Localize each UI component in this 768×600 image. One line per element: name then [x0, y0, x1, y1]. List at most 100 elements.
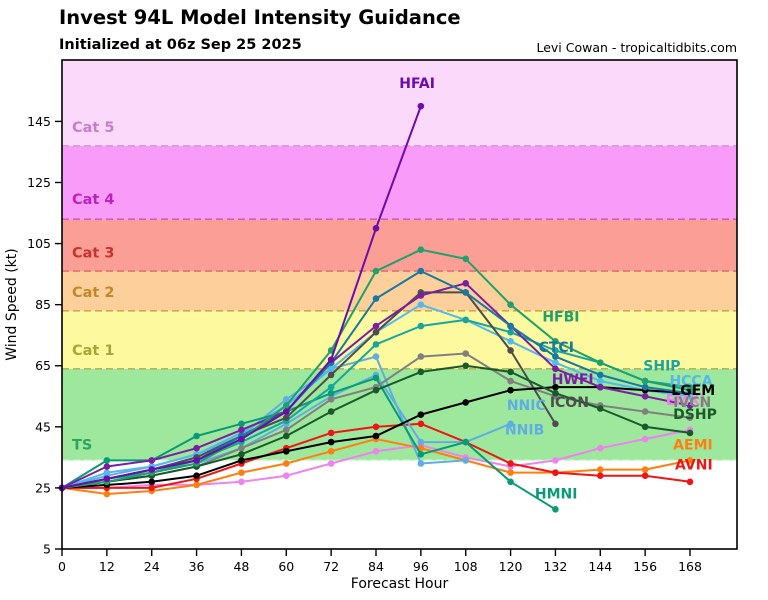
x-tick-label: 60	[278, 559, 294, 574]
series-marker-CTCI	[552, 353, 559, 360]
y-tick-label: 145	[27, 114, 51, 129]
model-label-HWFI: HWFI	[552, 372, 594, 388]
series-marker-AEMI	[327, 447, 335, 455]
series-marker-LGEM	[372, 432, 380, 440]
series-marker-HWFI	[686, 402, 694, 409]
series-marker-LGEM	[193, 472, 200, 479]
series-marker-CTCI	[372, 295, 380, 302]
series-marker-NNIC	[507, 420, 514, 428]
series-marker-DSHP	[462, 362, 470, 370]
series-marker-HMNI	[193, 432, 200, 440]
model-label-HFAI: HFAI	[399, 76, 435, 92]
series-marker-LGEM	[282, 447, 290, 455]
model-label-SHIP: SHIP	[643, 358, 680, 374]
series-marker-EMXI	[552, 457, 559, 464]
series-marker-HWFI	[641, 392, 649, 400]
x-tick-label: 156	[633, 559, 657, 574]
series-marker-HCCA	[552, 359, 559, 366]
band-cat4	[62, 145, 737, 220]
model-label-EMXI: EMXI	[666, 393, 706, 409]
model-label-CTCI: CTCI	[539, 340, 574, 356]
series-marker-ICON	[552, 420, 559, 428]
series-marker-AVNI	[372, 423, 380, 431]
series-line-HMNI	[61, 377, 556, 511]
series-marker-NNIB	[282, 396, 290, 403]
band-cat2	[62, 271, 737, 311]
series-marker-IVCN	[507, 377, 514, 385]
series-marker-DSHP	[686, 429, 694, 437]
x-axis-label: Forecast Hour	[351, 576, 449, 592]
series-marker-CTCI	[641, 383, 649, 391]
series-marker-HFAI	[417, 102, 425, 110]
series-marker-DSHP	[641, 423, 649, 431]
series-marker-HFAI	[372, 225, 380, 232]
y-tick-label: 65	[35, 358, 51, 373]
series-marker-HMNI	[103, 457, 111, 464]
series-marker-AVNI	[327, 429, 335, 437]
series-marker-SHIP	[372, 341, 380, 348]
series-marker-LGEM	[462, 399, 470, 406]
series-marker-NNIC	[417, 438, 425, 446]
x-tick-label: 72	[323, 559, 339, 574]
series-marker-HWFI	[372, 322, 380, 330]
series-marker-SHIP	[462, 316, 470, 324]
series-marker-IVCN	[641, 408, 649, 415]
series-marker-EMXI	[596, 444, 604, 452]
series-marker-HMNI	[507, 478, 514, 486]
band-label-cat2: Cat 2	[72, 285, 115, 301]
series-marker-HFBI	[417, 246, 425, 253]
series-marker-HMNI	[417, 451, 425, 458]
series-marker-HMNI	[327, 389, 335, 397]
series-marker-HFAI	[148, 466, 156, 473]
series-marker-LGEM	[552, 383, 559, 391]
band-cat5	[62, 60, 737, 146]
series-marker-LGEM	[327, 438, 335, 446]
series-marker-IVCN	[417, 353, 425, 360]
series-marker-HFAI	[103, 475, 111, 483]
series-marker-HMNI	[552, 505, 559, 513]
series-marker-HWFI	[103, 463, 111, 470]
series-marker-LGEM	[238, 457, 245, 464]
series-marker-AVNI	[596, 472, 604, 479]
series-marker-HCCA	[103, 469, 111, 476]
x-tick-label: 0	[58, 559, 66, 574]
y-tick-label: 5	[43, 542, 51, 557]
series-marker-HWFI	[462, 279, 470, 287]
x-tick-label: 48	[233, 559, 249, 574]
series-marker-DSHP	[507, 368, 514, 376]
y-tick-label: 25	[35, 480, 51, 495]
series-marker-IVCN	[282, 426, 290, 434]
band-label-cat1: Cat 1	[72, 343, 115, 359]
x-tick-label: 12	[99, 559, 115, 574]
series-marker-HFBI	[686, 386, 694, 394]
series-marker-CTCI	[462, 289, 470, 296]
series-marker-LGEM	[417, 411, 425, 418]
series-marker-AEMI	[507, 469, 514, 476]
series-marker-HFBI	[507, 301, 514, 308]
band-cat3	[62, 219, 737, 272]
series-marker-NNIB	[417, 460, 425, 467]
series-marker-ICON	[282, 414, 290, 421]
series-marker-ICON	[327, 371, 335, 379]
series-marker-EMXI	[282, 472, 290, 479]
x-tick-label: 24	[144, 559, 160, 574]
x-tick-label: 108	[454, 559, 478, 574]
band-cat1	[62, 310, 737, 369]
model-label-AVNI: AVNI	[675, 458, 713, 474]
y-tick-label: 105	[27, 236, 51, 251]
series-marker-AVNI	[417, 420, 425, 428]
series-marker-HFBI	[552, 338, 559, 345]
series-marker-CTCI	[596, 371, 604, 379]
series-marker-HCCA	[507, 338, 514, 345]
y-tick-label: 85	[35, 297, 51, 312]
series-marker-HCCA	[417, 301, 425, 308]
x-tick-label: 120	[499, 559, 523, 574]
model-label-HCCA: HCCA	[669, 374, 712, 390]
series-marker-DSHP	[596, 405, 604, 412]
credit-attribution: Levi Cowan - tropicaltidbits.com	[536, 40, 737, 55]
series-marker-LGEM	[148, 478, 156, 486]
model-label-HFBI: HFBI	[542, 309, 579, 325]
series-marker-AVNI	[552, 469, 559, 476]
band-label-ts: TS	[72, 438, 92, 454]
